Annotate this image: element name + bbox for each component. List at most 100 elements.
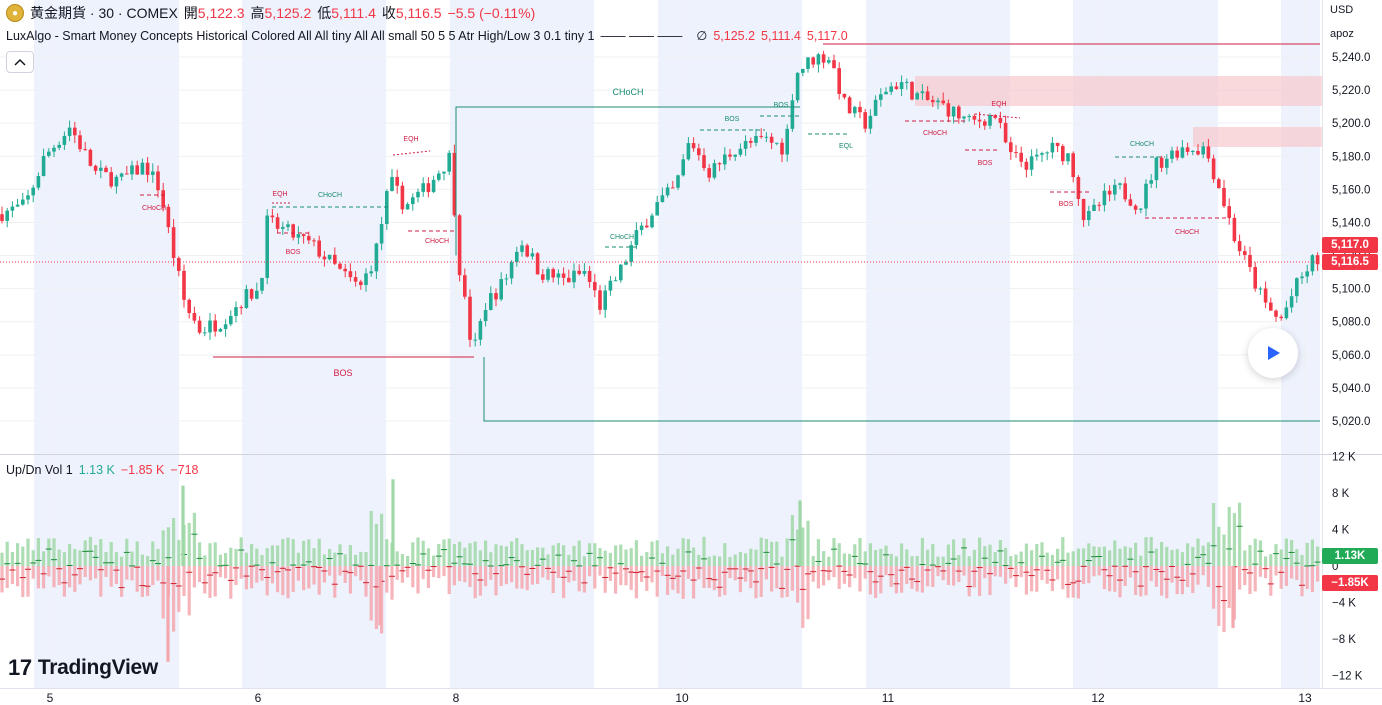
volume-down-bar (1258, 566, 1262, 577)
volume-down-bar (416, 566, 420, 594)
volume-down-bar (333, 566, 337, 598)
volume-up-bar (588, 543, 592, 566)
indicator-legend-smc[interactable]: LuxAlgo - Smart Money Concepts Historica… (6, 28, 854, 44)
volume-up-bar (1108, 550, 1112, 566)
volume-up-bar (338, 544, 342, 566)
volume-down-bar (1144, 566, 1148, 596)
symbol-title[interactable]: 黄金期貨 · 30 · COMEX (30, 5, 178, 21)
candle-body (52, 147, 56, 152)
volume-down-bar (463, 566, 467, 583)
candle-body (728, 154, 732, 157)
volume-up-bar (391, 479, 395, 566)
candle-body (322, 256, 327, 260)
volume-up-bar (671, 554, 675, 566)
candle-body (1170, 150, 1174, 159)
volume-up-bar (177, 539, 181, 566)
account-label[interactable]: apoz (1330, 28, 1354, 40)
volume-up-bar (1264, 556, 1268, 566)
volume-up-bar (1227, 506, 1231, 566)
candle-body (582, 270, 587, 274)
price-axis-label: 5,240.0 (1332, 52, 1370, 64)
candle-body (192, 313, 197, 321)
open-label: 開 (183, 5, 198, 21)
candle-body (177, 257, 181, 271)
candle-body (1305, 271, 1309, 277)
tradingview-logo[interactable]: 17 TradingView (8, 655, 158, 681)
candle-body (962, 116, 966, 119)
candle-body (842, 93, 847, 98)
candle-body (1029, 156, 1034, 170)
volume-down-bar (629, 566, 633, 590)
collapse-legend-button[interactable] (6, 51, 34, 73)
volume-down-bar (614, 566, 618, 594)
volume-down-bar (1004, 566, 1008, 584)
volume-up-bar (759, 537, 763, 566)
volume-down-bar (686, 566, 690, 579)
candle-body (203, 332, 207, 334)
volume-down-bar (775, 566, 779, 589)
volume-down-bar (796, 566, 800, 603)
volume-up-bar (250, 543, 254, 566)
candle-body (47, 151, 51, 156)
volume-down-bar (68, 566, 72, 588)
volume-up-bar (941, 556, 945, 566)
volume-axis-label: 0 (1332, 561, 1338, 573)
volume-up-bar (1071, 551, 1075, 566)
volume-up-bar (660, 553, 664, 566)
volume-down-bar (1300, 566, 1304, 597)
volume-up-bar (957, 555, 961, 566)
volume-up-bar (676, 548, 680, 566)
candle-body (717, 163, 722, 165)
volume-up-bar (1248, 544, 1252, 566)
replay-button[interactable] (1248, 328, 1298, 378)
candle-body (426, 183, 431, 193)
candle-body (229, 315, 233, 325)
close-label: 收 (381, 5, 396, 21)
volume-up-bar (1014, 554, 1018, 566)
volume-up-bar (926, 549, 930, 566)
currency-label[interactable]: USD (1330, 4, 1354, 16)
candle-body (1201, 146, 1205, 155)
candle-body (931, 99, 935, 103)
volume-up-bar (655, 540, 659, 566)
volume-up-bar (83, 540, 87, 566)
candle-body (541, 274, 545, 280)
volume-down-bar (265, 566, 269, 596)
candle-body (925, 91, 930, 100)
volume-legend[interactable]: Up/Dn Vol 1 1.13 K −1.85 K −718 (6, 463, 204, 477)
candle-body (5, 210, 9, 221)
volume-down-bar (1279, 566, 1283, 589)
volume-down-bar (749, 566, 753, 589)
candle-body (561, 273, 566, 278)
candle-body (1097, 204, 1101, 206)
volume-up-bar (879, 548, 883, 566)
volume-axis-label: −8 K (1332, 634, 1356, 646)
volume-down-bar (1154, 566, 1158, 587)
volume-down-bar (26, 566, 30, 597)
volume-up-bar (42, 551, 46, 566)
volume-down-bar (21, 566, 25, 598)
volume-down-bar (894, 566, 898, 594)
volume-up-bar (952, 539, 956, 566)
candle-body (286, 224, 290, 227)
price-axis-label: 5,040.0 (1332, 383, 1370, 395)
candle-body (889, 86, 893, 92)
volume-up-bar (94, 544, 98, 566)
volume-up-bar (473, 541, 477, 566)
volume-up-bar (499, 545, 503, 566)
volume-up-bar (874, 549, 878, 566)
volume-up-bar (1102, 546, 1106, 566)
volume-up-bar (634, 540, 638, 566)
volume-down-bar (1019, 566, 1023, 578)
volume-up-bar (1284, 538, 1288, 566)
volume-down-bar (1248, 566, 1252, 594)
candle-body (281, 226, 285, 229)
volume-down-bar (900, 566, 904, 593)
volume-up-bar (536, 547, 540, 566)
volume-down-bar (130, 566, 134, 581)
candle-body (1274, 310, 1278, 317)
volume-down-bar (437, 566, 441, 579)
volume-down-bar (884, 566, 888, 576)
volume-down-bar (1040, 566, 1044, 581)
